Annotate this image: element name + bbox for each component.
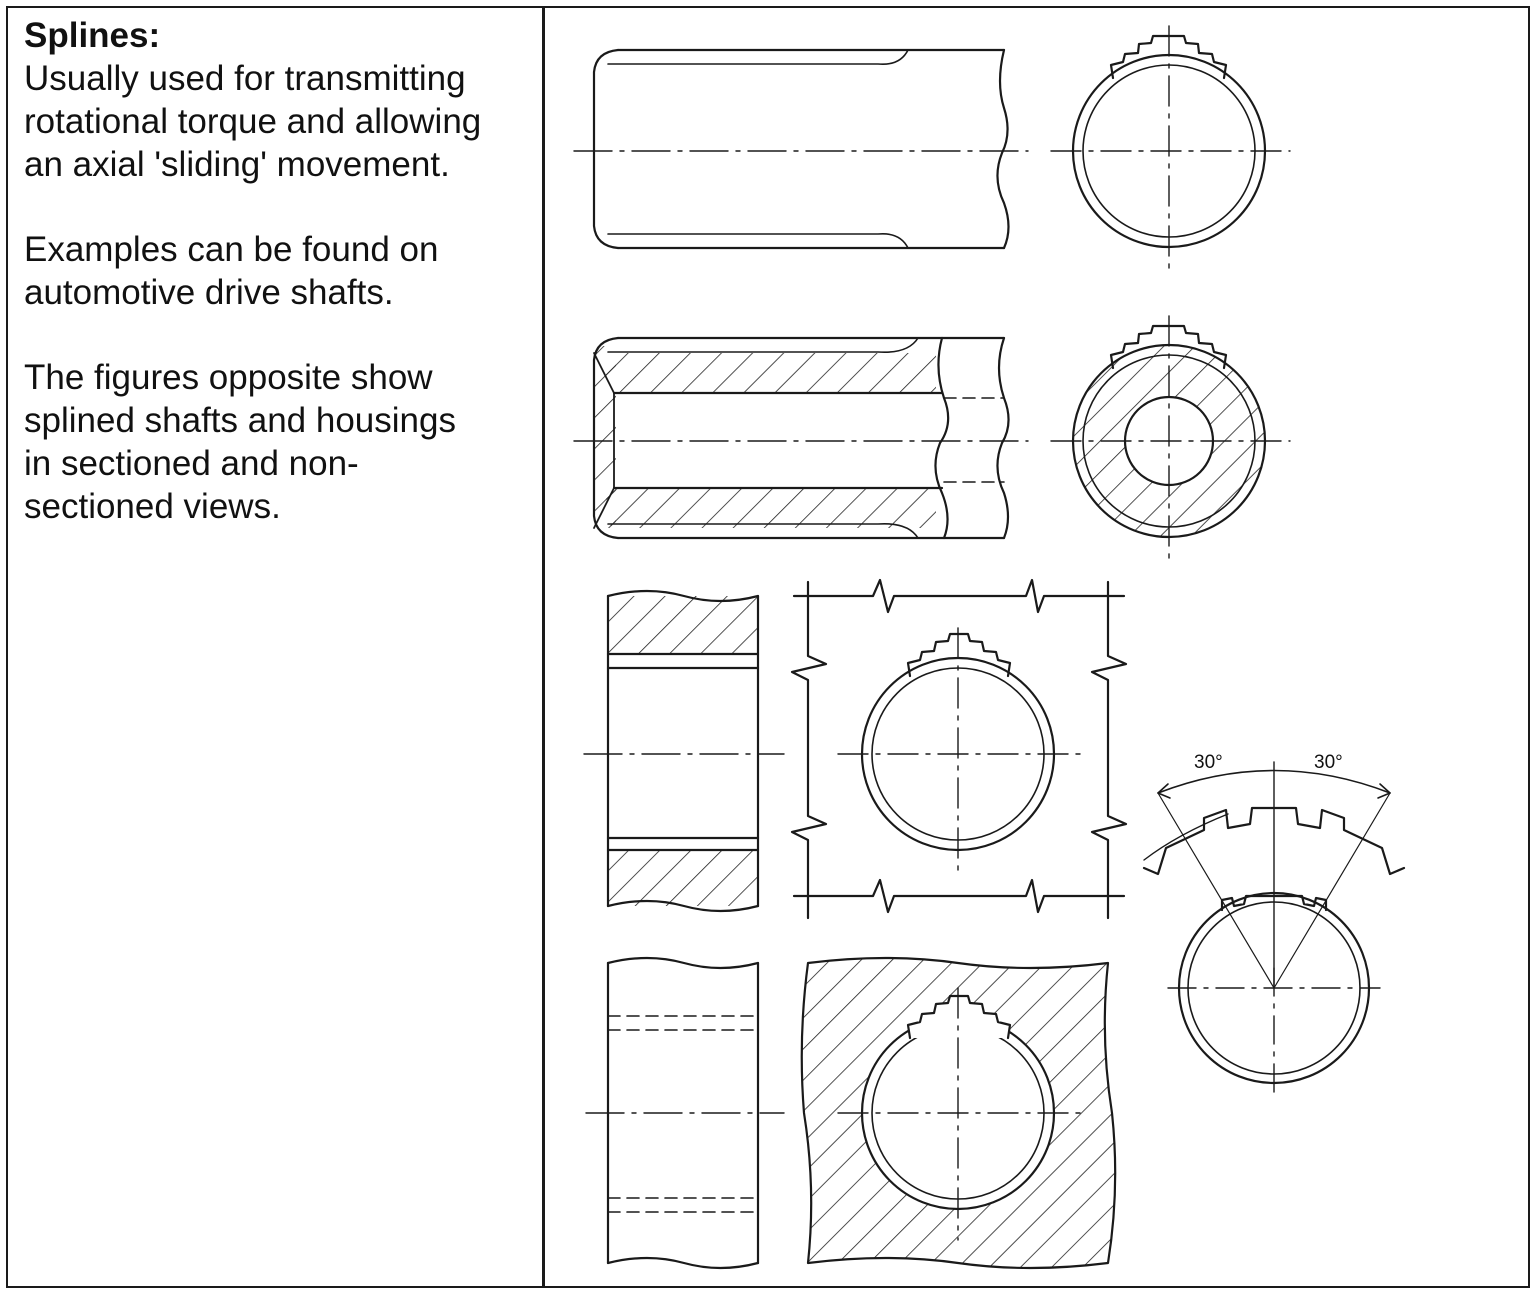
paragraph-purpose: Usually used for transmitting rotational…: [24, 57, 534, 186]
hollow-shaft-section: [573, 336, 1029, 540]
text-line: Examples can be found on: [24, 230, 439, 269]
heading: Splines:: [24, 16, 161, 55]
paragraph-figures: The figures opposite show splined shafts…: [24, 356, 534, 528]
column-divider: [542, 8, 545, 1286]
angle-label-left: 30°: [1194, 752, 1223, 773]
description-cell: Splines: Usually used for transmitting r…: [24, 14, 534, 570]
shaft-end-view: [1050, 25, 1291, 271]
text-line: automotive drive shafts.: [24, 273, 394, 312]
text-line: rotational torque and allowing: [24, 102, 482, 141]
spline-drawings: 30° 30°: [545, 8, 1530, 1286]
content-table: Splines: Usually used for transmitting r…: [6, 6, 1530, 1288]
angle-label-right: 30°: [1314, 752, 1343, 773]
housing-end-view: [790, 578, 1128, 920]
text-line: sectioned views.: [24, 487, 281, 526]
text-line: Usually used for transmitting: [24, 59, 466, 98]
spline-angle-detail: 30° 30°: [1142, 752, 1406, 1101]
housing-side-section: [583, 589, 785, 913]
housing-end-section: [800, 956, 1117, 1270]
shaft-side-view: [573, 48, 1029, 250]
text-line: in sectioned and non-: [24, 444, 359, 483]
text-line: The figures opposite show: [24, 358, 433, 397]
text-line: an axial 'sliding' movement.: [24, 145, 450, 184]
paragraph-examples: Examples can be found on automotive driv…: [24, 228, 534, 314]
text-line: splined shafts and housings: [24, 401, 456, 440]
hollow-shaft-end-section: [1050, 315, 1291, 559]
housing-side-view: [585, 956, 785, 1270]
